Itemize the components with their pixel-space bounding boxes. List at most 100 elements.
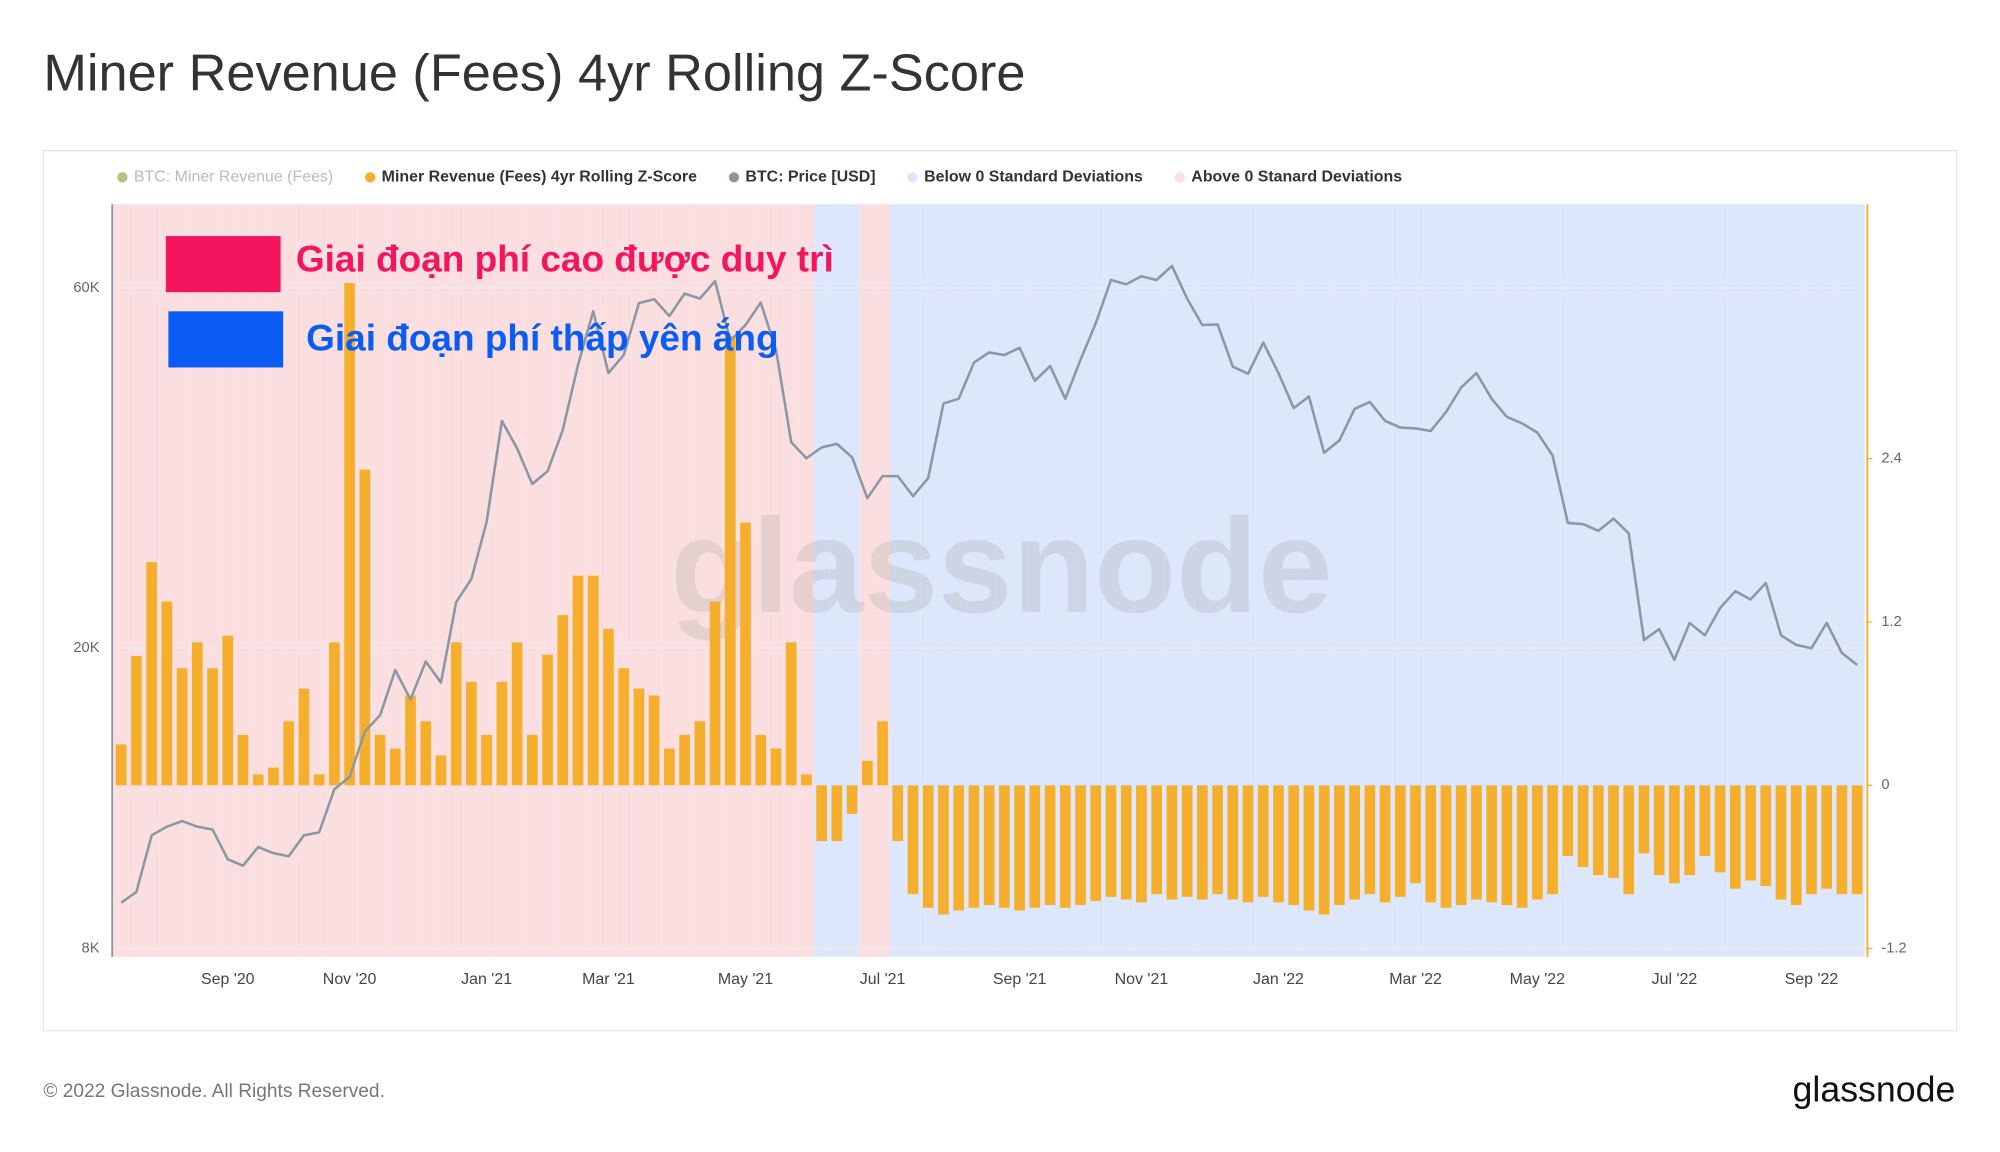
watermark: glassnode: [670, 492, 1332, 641]
x-tick-label: Mar '21: [582, 971, 635, 988]
shading-band: [1011, 204, 1028, 957]
annotation-text: Giai đoạn phí thấp yên ắng: [306, 316, 778, 358]
bar: [1349, 785, 1360, 900]
bar: [1410, 785, 1421, 884]
shading-band: [1819, 204, 1835, 957]
y2-tick-label: 1.2: [1881, 614, 1901, 630]
shading-band: [1362, 204, 1378, 957]
y2-tick-label: -1.2: [1881, 940, 1906, 956]
shading-band: [1788, 204, 1804, 957]
bar: [298, 688, 310, 786]
bar: [1227, 785, 1239, 900]
bar: [1303, 785, 1315, 911]
bar: [1486, 785, 1498, 903]
bar: [207, 668, 218, 786]
shading-band: [1377, 204, 1393, 957]
shading-band: [311, 204, 327, 957]
bar: [389, 748, 401, 786]
shading-band: [1560, 204, 1576, 957]
legend-label: BTC: Price [USD]: [745, 169, 875, 186]
bar: [1790, 785, 1802, 906]
shading-band: [1605, 204, 1622, 957]
shading-band: [1544, 204, 1561, 957]
bar: [1425, 785, 1437, 903]
bar: [1242, 785, 1254, 903]
bar: [1044, 785, 1056, 906]
shading-band: [814, 204, 830, 957]
bar: [131, 655, 142, 786]
bar: [679, 734, 690, 786]
shading-band: [1712, 204, 1728, 957]
x-tick-label: Sep '20: [201, 971, 255, 988]
bar: [724, 336, 736, 786]
bar: [1288, 785, 1300, 906]
bar: [191, 642, 203, 786]
bar: [1501, 785, 1513, 906]
x-tick-label: Mar '22: [1389, 971, 1442, 988]
shading-band: [1803, 204, 1820, 957]
x-tick-label: May '21: [718, 971, 773, 988]
bar: [983, 785, 995, 906]
shading-band: [1301, 204, 1317, 957]
bar: [222, 635, 234, 786]
bar: [770, 748, 782, 786]
shading-band: [1027, 204, 1043, 957]
shading-band: [1621, 204, 1637, 957]
bar: [1059, 785, 1071, 908]
bar: [1273, 785, 1284, 903]
bar: [740, 522, 751, 786]
bar: [1851, 785, 1863, 895]
shading-band: [1118, 204, 1134, 957]
y2-tick-label: 2.4: [1881, 451, 1901, 467]
shading-band: [1499, 204, 1515, 957]
bar: [572, 575, 584, 786]
legend-label: Miner Revenue (Fees) 4yr Rolling Z-Score: [382, 169, 697, 186]
shading-band: [1651, 204, 1667, 957]
shading-band: [1164, 204, 1180, 957]
bar: [496, 681, 508, 786]
x-tick-label: Sep '22: [1785, 971, 1839, 988]
shading-band: [1209, 204, 1226, 957]
bar: [268, 767, 279, 786]
bar: [1318, 785, 1330, 915]
bar: [1334, 785, 1345, 906]
bar: [1836, 785, 1848, 895]
y2-tick-label: 0: [1881, 777, 1889, 793]
bar: [1638, 785, 1650, 854]
shading-band: [1438, 204, 1454, 957]
x-tick-label: May '22: [1510, 971, 1565, 988]
shading-band: [1423, 204, 1439, 957]
bar: [420, 721, 432, 786]
bar: [1806, 785, 1817, 895]
shading-band: [1742, 204, 1759, 957]
shading-band: [1529, 204, 1545, 957]
x-tick-label: Nov '20: [323, 971, 377, 988]
bar: [648, 695, 660, 786]
shading-band: [1255, 204, 1271, 957]
shading-band: [1849, 204, 1865, 957]
shading-band: [1636, 204, 1652, 957]
shading-band: [1179, 204, 1195, 957]
bar: [922, 785, 934, 908]
bar: [785, 642, 797, 786]
x-tick-label: Sep '21: [993, 971, 1047, 988]
legend-label: BTC: Miner Revenue (Fees): [134, 169, 333, 186]
bar: [1760, 785, 1772, 886]
bar: [1364, 785, 1376, 895]
bar: [755, 734, 767, 786]
bar: [1394, 785, 1406, 897]
bar: [1090, 785, 1102, 901]
shading-band: [1331, 204, 1348, 957]
footer: © 2022 Glassnode. All Rights Reserved.: [43, 1081, 385, 1102]
bar: [603, 628, 614, 786]
shading-band: [935, 204, 952, 957]
logo: glassnode: [1793, 1069, 1956, 1109]
bar: [862, 760, 873, 786]
shading-band: [1042, 204, 1058, 957]
bar: [709, 601, 721, 786]
shading-band: [1773, 204, 1789, 957]
bar: [283, 721, 295, 786]
shading-band: [1590, 204, 1606, 957]
y-tick-label: 8K: [82, 940, 100, 956]
shading-band: [1697, 204, 1713, 957]
